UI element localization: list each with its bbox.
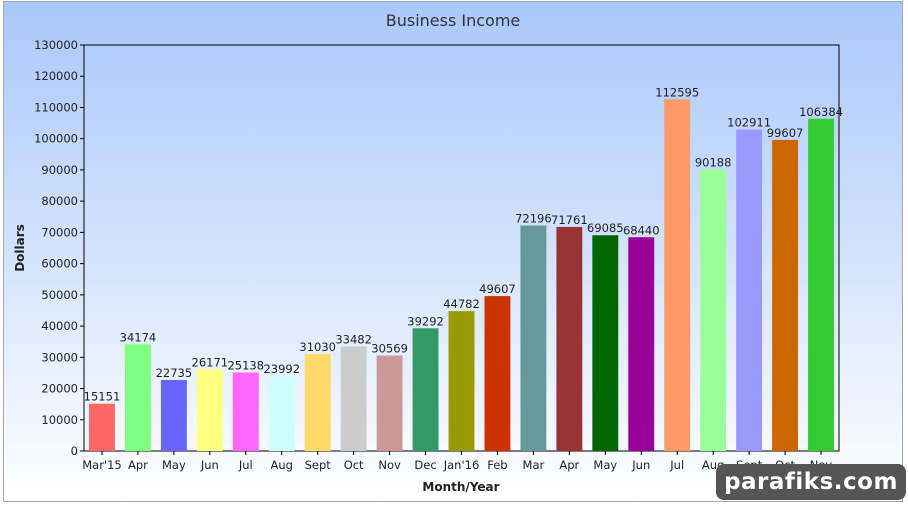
- data-label: 22735: [156, 366, 193, 380]
- bar-19: [772, 139, 799, 451]
- y-tick-label: 70000: [41, 225, 78, 239]
- chart-title: Business Income: [386, 11, 521, 30]
- x-axis-title: Month/Year: [422, 480, 499, 494]
- data-label: 69085: [587, 221, 624, 235]
- bar-15: [628, 237, 655, 451]
- y-tick-label: 60000: [41, 257, 78, 271]
- y-tick-label: 40000: [41, 319, 78, 333]
- bar-12: [520, 225, 547, 451]
- bar-11: [484, 296, 511, 451]
- y-tick-label: 100000: [34, 132, 78, 146]
- bar-17: [700, 169, 727, 451]
- data-label: 44782: [443, 297, 480, 311]
- x-tick-label: Jul: [238, 458, 253, 472]
- data-label: 26171: [192, 355, 229, 369]
- bar-2: [160, 379, 187, 451]
- bar-7: [340, 346, 367, 451]
- x-tick-label: Nov: [378, 458, 401, 472]
- x-axis-ticks: Mar'15 Apr May Jun Jul Aug Sept Oct Nov Dec Jan'16…: [82, 451, 832, 472]
- y-tick-label: 110000: [34, 100, 78, 114]
- data-label: 102911: [727, 116, 771, 130]
- bar-4: [232, 372, 259, 451]
- bar-3: [196, 369, 223, 451]
- y-tick-label: 130000: [34, 38, 78, 52]
- data-label: 99607: [767, 126, 804, 140]
- bar-1: [124, 344, 151, 451]
- x-tick-label: Jun: [200, 458, 219, 472]
- y-tick-label: 10000: [41, 413, 78, 427]
- chart-frame: Business Income 0 10000 20000 30000 40000 500…: [3, 1, 903, 502]
- x-tick-label: Apr: [559, 458, 579, 472]
- data-label: 34174: [120, 330, 157, 344]
- x-tick-label: Feb: [487, 458, 507, 472]
- x-tick-label: Jun: [631, 458, 650, 472]
- bar-14: [592, 235, 619, 451]
- data-label: 39292: [407, 314, 444, 328]
- y-tick-label: 120000: [34, 69, 78, 83]
- y-tick-label: 90000: [41, 163, 78, 177]
- bar-16: [664, 99, 691, 452]
- x-tick-label: Jul: [669, 458, 684, 472]
- bar-10: [448, 311, 475, 451]
- x-tick-label: Dec: [414, 458, 436, 472]
- bar-0: [89, 403, 115, 451]
- y-axis-ticks: 0 10000 20000 30000 40000 50000 60000 70000 8000…: [34, 38, 84, 458]
- bar-9: [412, 328, 439, 451]
- data-label: 30569: [371, 342, 408, 356]
- data-label: 72196: [515, 212, 552, 226]
- x-tick-label: Sept: [305, 458, 332, 472]
- x-tick-label: Mar'15: [82, 458, 122, 472]
- x-tick-label: Mar: [523, 458, 545, 472]
- watermark-logo: parafiks.com: [716, 464, 906, 500]
- x-tick-label: Apr: [128, 458, 148, 472]
- x-tick-label: Aug: [271, 458, 293, 472]
- bar-20: [808, 118, 834, 452]
- data-label: 106384: [799, 105, 843, 119]
- bar-18: [736, 129, 763, 452]
- x-tick-label: May: [593, 458, 617, 472]
- y-tick-label: 80000: [41, 194, 78, 208]
- y-tick-label: 20000: [41, 382, 78, 396]
- y-tick-label: 0: [71, 444, 78, 458]
- data-label: 23992: [263, 362, 300, 376]
- data-label: 33482: [335, 332, 372, 346]
- bar-6: [304, 354, 331, 451]
- data-label: 112595: [655, 85, 699, 99]
- data-label: 15151: [84, 390, 121, 404]
- y-axis-title: Dollars: [13, 224, 27, 272]
- data-label: 68440: [623, 223, 660, 237]
- bar-5: [268, 376, 295, 451]
- y-tick-label: 30000: [41, 350, 78, 364]
- data-label: 25138: [227, 358, 264, 372]
- bar-13: [556, 226, 583, 451]
- data-label: 31030: [299, 340, 336, 354]
- bar-8: [376, 355, 403, 451]
- x-tick-label: May: [162, 458, 186, 472]
- y-tick-label: 50000: [41, 288, 78, 302]
- data-label: 90188: [695, 155, 732, 169]
- data-label: 71761: [551, 213, 588, 227]
- bar-chart: Business Income 0 10000 20000 30000 40000 500…: [13, 11, 843, 494]
- x-tick-label: Jan'16: [443, 458, 480, 472]
- data-label: 49607: [479, 282, 516, 296]
- x-tick-label: Oct: [344, 458, 364, 472]
